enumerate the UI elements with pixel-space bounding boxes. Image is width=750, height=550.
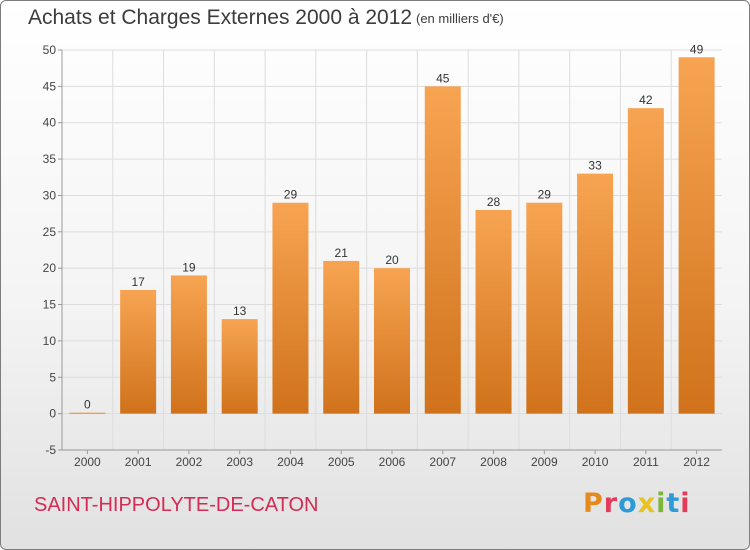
y-tick-label: 25 (43, 225, 57, 239)
y-tick-label: 15 (43, 298, 57, 312)
y-tick-label: 0 (49, 407, 56, 421)
bar (323, 260, 360, 414)
chart-unit: (en milliers d'€) (416, 11, 504, 26)
x-tick-label: 2004 (277, 455, 304, 469)
bar (170, 275, 207, 414)
bar (424, 86, 461, 414)
y-tick-label: 40 (43, 116, 57, 130)
bar (678, 57, 715, 414)
x-tick-label: 2012 (683, 455, 710, 469)
x-tick-label: 2000 (74, 455, 101, 469)
logo-letter: x (637, 488, 657, 519)
y-tick-label: 20 (43, 261, 57, 275)
y-tick-label: 35 (43, 152, 57, 166)
bar (627, 108, 664, 414)
x-tick-label: 2006 (379, 455, 406, 469)
data-label: 20 (385, 253, 399, 267)
bar (69, 412, 106, 414)
data-label: 49 (690, 42, 704, 56)
bar (374, 268, 410, 414)
label-layer: 0 17 19 13 29 21 20 45 28 29 33 42 49 (84, 42, 704, 411)
logo-letter: r (603, 488, 619, 519)
x-tick-label: 2005 (328, 455, 355, 469)
data-label: 19 (182, 260, 196, 274)
x-tick-label: 2009 (531, 455, 558, 469)
bar (221, 319, 258, 414)
y-tick-label: -5 (45, 443, 56, 457)
logo-letter: o (618, 488, 638, 519)
data-label: 29 (284, 188, 298, 202)
y-tick-label: 50 (43, 43, 57, 57)
chart-title: Achats et Charges Externes 2000 à 2012 (28, 6, 413, 29)
x-tick-label: 2001 (125, 455, 152, 469)
logo-letter: i (680, 488, 691, 519)
bar (120, 290, 157, 414)
x-tick-label: 2003 (226, 455, 253, 469)
y-tick-label: 45 (43, 79, 57, 93)
data-label: 28 (487, 195, 501, 209)
logo-letter: i (656, 488, 667, 519)
bar-layer (69, 57, 715, 414)
logo-letter: t (666, 488, 681, 519)
y-tick-label: 5 (49, 370, 56, 384)
bar (272, 202, 309, 414)
town-name: SAINT-HIPPOLYTE-DE-CATON (34, 494, 319, 516)
x-tick-label: 2002 (176, 455, 203, 469)
x-tick-label: 2010 (582, 455, 609, 469)
data-label: 33 (588, 159, 602, 173)
bar (577, 173, 614, 414)
proxiti-logo[interactable]: Proxiti (583, 488, 691, 519)
axis-layer: -5 0 5 10 15 20 25 30 35 40 45 50 2000 2001 2002 2003 20… (43, 43, 722, 469)
data-label: 45 (436, 71, 450, 85)
data-label: 29 (538, 188, 552, 202)
x-tick-label: 2011 (633, 455, 659, 469)
data-label: 13 (233, 304, 247, 318)
y-tick-label: 10 (43, 334, 57, 348)
bar (475, 210, 512, 414)
data-label: 0 (84, 398, 91, 412)
x-tick-label: 2007 (429, 455, 456, 469)
data-label: 42 (639, 93, 653, 107)
logo-letter: P (583, 488, 604, 519)
y-tick-label: 30 (43, 188, 57, 202)
data-label: 17 (131, 275, 145, 289)
bar (526, 202, 563, 414)
x-tick-label: 2008 (480, 455, 507, 469)
data-label: 21 (335, 246, 349, 260)
